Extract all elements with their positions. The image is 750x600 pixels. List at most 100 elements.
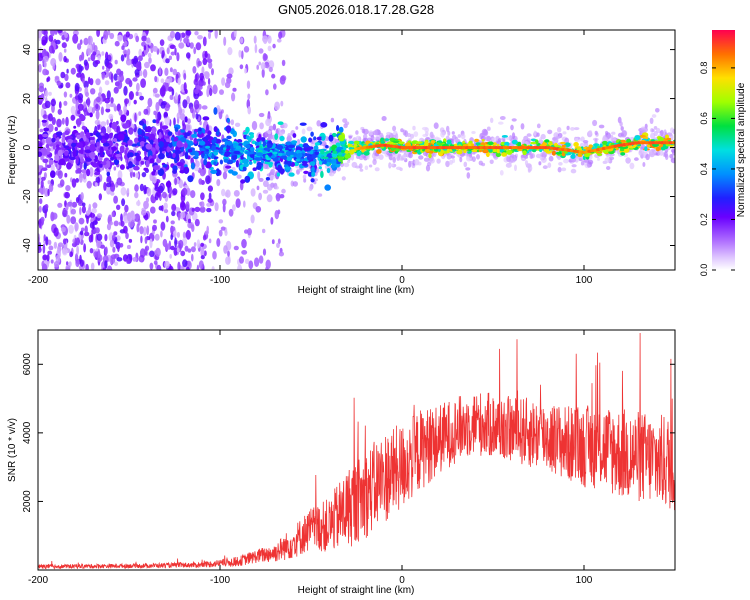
heatmap-halo-point: [670, 148, 675, 153]
heatmap-noise-point: [174, 177, 178, 186]
heatmap-noise-point: [135, 91, 139, 96]
heatmap-noise-point: [127, 48, 131, 56]
heatmap-noise-point: [163, 208, 169, 214]
heatmap-band-point: [75, 156, 79, 165]
heatmap-band-point: [240, 179, 246, 184]
heatmap-band-point: [105, 160, 111, 169]
heatmap-band-point: [66, 162, 72, 170]
heatmap-halo-point: [429, 158, 435, 164]
heatmap-band-point: [136, 153, 140, 161]
heatmap-noise-point: [258, 61, 262, 66]
heatmap-band-point: [213, 126, 218, 133]
heatmap-noise-point: [44, 89, 49, 98]
snr-y-label: SNR (10 * v/v): [7, 418, 18, 482]
heatmap-noise-point: [40, 108, 45, 118]
heatmap-noise-point: [164, 260, 170, 269]
heatmap-noise-point: [226, 73, 233, 79]
heatmap-noise-point: [278, 251, 284, 257]
heatmap-band-point: [85, 157, 92, 162]
heatmap-ridge-point: [286, 156, 293, 162]
heatmap-band-point: [139, 141, 146, 147]
heatmap-noise-point: [94, 119, 101, 126]
heatmap-band-point: [125, 147, 129, 151]
heatmap-noise-point: [96, 238, 102, 249]
heatmap-noise-point: [38, 218, 42, 229]
heatmap-ridge-point: [344, 150, 350, 155]
heatmap-halo-point: [598, 124, 605, 129]
heatmap-band-point: [110, 156, 115, 161]
heatmap-ridge-point: [634, 135, 641, 141]
heatmap-band-point: [75, 118, 82, 126]
heatmap-noise-point: [102, 65, 105, 70]
heatmap-noise-point: [117, 80, 123, 90]
heatmap-noise-point: [38, 52, 44, 62]
heatmap-halo-point: [634, 157, 639, 161]
heatmap-noise-point: [84, 225, 88, 234]
heatmap-halo-point: [625, 157, 631, 164]
heatmap-band-point: [119, 164, 125, 170]
heatmap-band-point: [191, 133, 198, 138]
heatmap-noise-point: [86, 180, 92, 189]
heatmap-ridge-point: [495, 152, 502, 158]
heatmap-noise-point: [250, 214, 255, 224]
heatmap-noise-point: [79, 230, 84, 236]
heatmap-noise-point: [244, 67, 247, 74]
heatmap-noise-point: [147, 97, 153, 108]
heatmap-halo-point: [378, 154, 384, 160]
heatmap-noise-point: [254, 257, 260, 268]
heatmap-halo-point: [355, 130, 359, 135]
heatmap-halo-point: [388, 162, 392, 169]
heatmap-noise-point: [95, 78, 101, 86]
heatmap-band-point: [330, 164, 336, 169]
heatmap-noise-point: [108, 113, 114, 120]
heatmap-band-point: [244, 175, 251, 183]
heatmap-noise-point: [121, 198, 126, 207]
heatmap-noise-point: [86, 97, 91, 108]
heatmap-noise-point: [92, 202, 98, 209]
heatmap-noise-point: [170, 51, 176, 56]
heatmap-noise-point: [171, 88, 175, 96]
heatmap-halo-point: [262, 189, 269, 194]
heatmap-noise-point: [177, 261, 181, 270]
heatmap-noise-point: [204, 50, 208, 59]
heatmap-halo-point: [645, 153, 650, 161]
heatmap-halo-point: [672, 128, 675, 135]
heatmap-noise-point: [98, 92, 102, 97]
heatmap-noise-point: [265, 118, 271, 127]
heatmap-noise-point: [106, 182, 112, 188]
heatmap-band-point: [64, 130, 70, 136]
heatmap-ridge-point: [284, 160, 289, 165]
heatmap-noise-point: [124, 204, 129, 213]
heatmap-noise-point: [107, 54, 112, 61]
heatmap-noise-point: [102, 267, 107, 270]
heatmap-noise-point: [281, 59, 286, 67]
heatmap-noise-point: [199, 206, 206, 213]
heatmap-band-point: [167, 131, 173, 137]
heatmap-noise-point: [154, 233, 160, 241]
heatmap-noise-point: [218, 229, 223, 237]
heatmap-noise-point: [103, 181, 107, 191]
heatmap-noise-point: [232, 204, 236, 212]
heatmap-noise-point: [120, 76, 125, 81]
heatmap-halo-point: [570, 126, 575, 131]
heatmap-noise-point: [125, 31, 130, 38]
heatmap-halo-point: [270, 168, 276, 175]
heatmap-noise-point: [183, 82, 187, 92]
heatmap-ridge-point: [395, 148, 400, 152]
heatmap-noise-point: [121, 45, 125, 50]
heatmap-noise-point: [80, 227, 85, 232]
heatmap-noise-point: [182, 259, 188, 268]
heatmap-ridge-point: [446, 139, 452, 144]
heatmap-ridge-point: [430, 140, 436, 144]
heatmap-noise-point: [150, 64, 156, 72]
heatmap-noise-point: [196, 239, 201, 249]
heatmap-band-point: [69, 156, 76, 161]
heatmap-ridge-point: [424, 141, 429, 147]
heatmap-halo-point: [594, 130, 598, 135]
heatmap-ridge-point: [389, 137, 396, 142]
heatmap-halo-point: [649, 117, 654, 125]
heatmap-noise-point: [120, 220, 125, 227]
heatmap-noise-point: [57, 170, 63, 179]
heatmap-band-point: [145, 160, 150, 168]
heatmap-band-point: [320, 122, 328, 128]
